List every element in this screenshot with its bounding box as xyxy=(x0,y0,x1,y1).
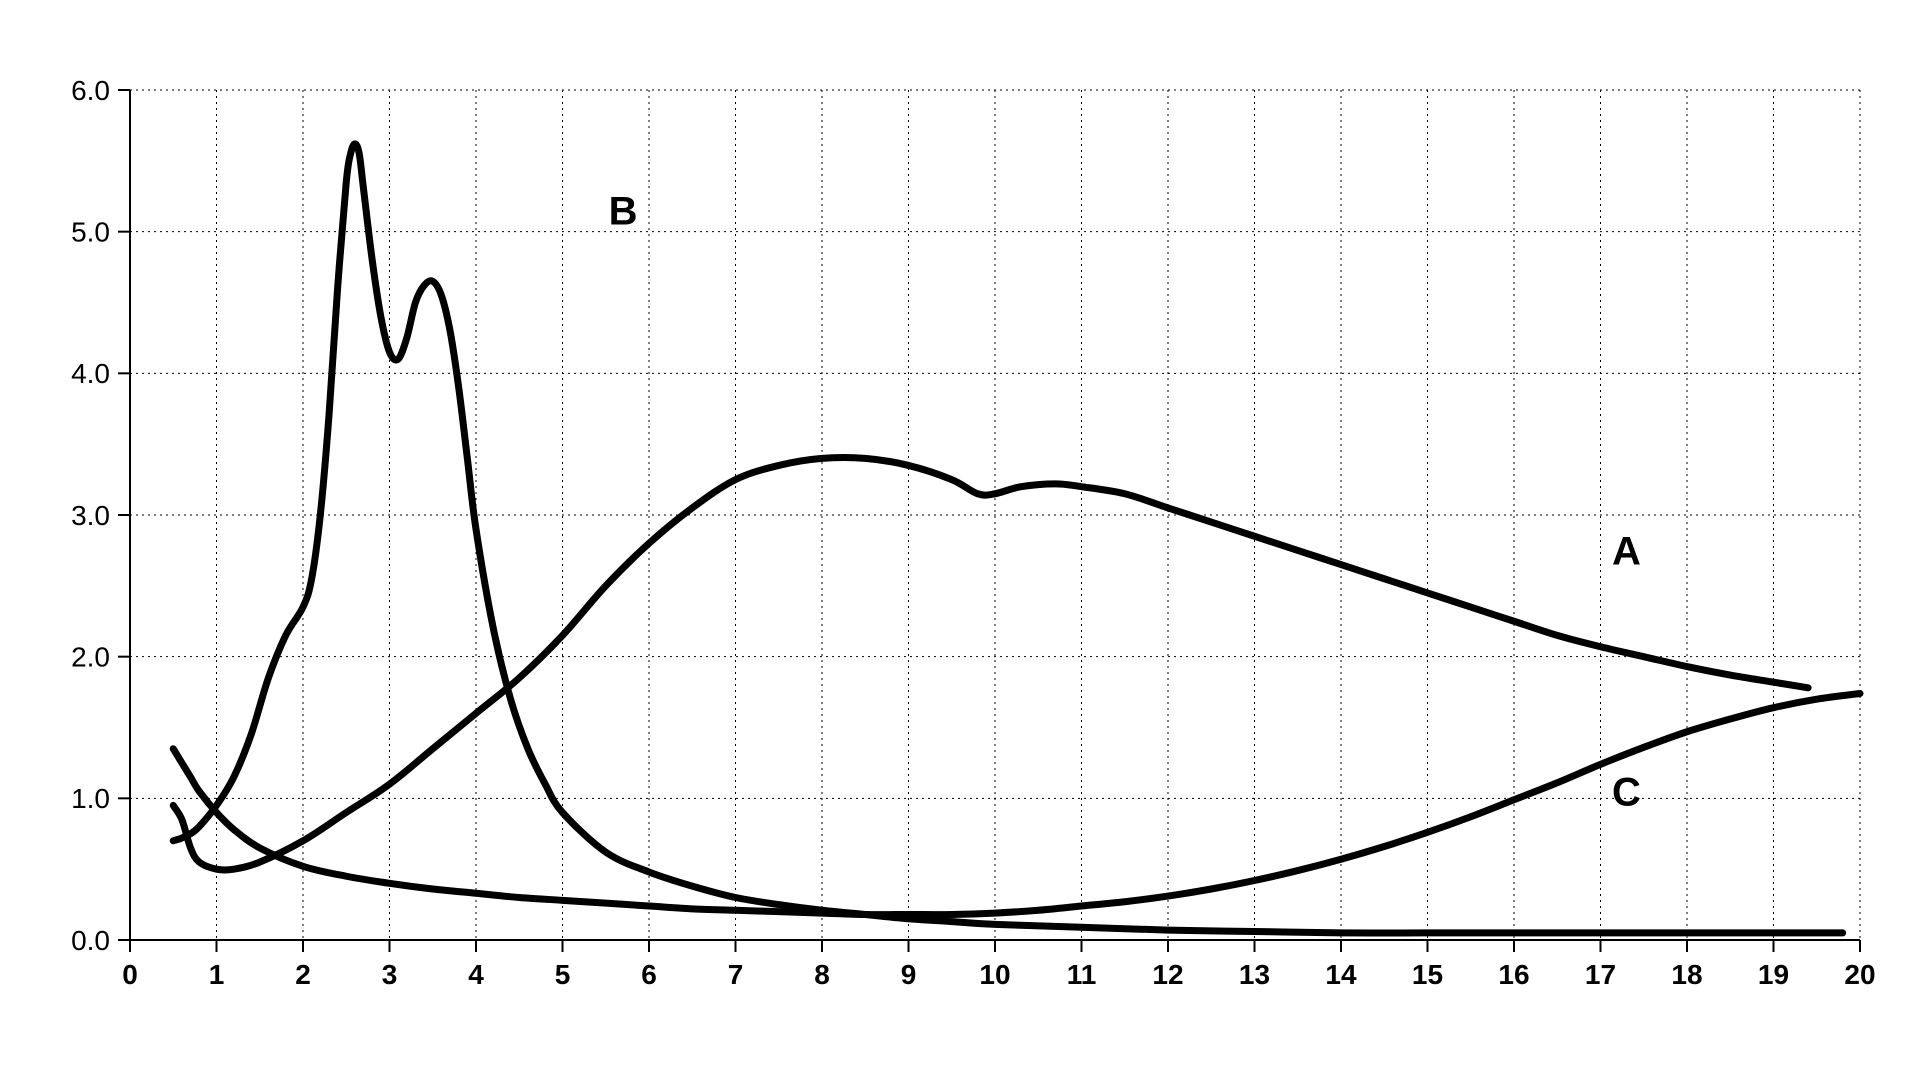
x-tick-label: 19 xyxy=(1758,959,1789,990)
x-tick-label: 2 xyxy=(295,959,311,990)
x-tick-label: 5 xyxy=(555,959,571,990)
x-tick-label: 17 xyxy=(1585,959,1616,990)
y-tick-label: 1.0 xyxy=(71,783,110,814)
series-b-label: B xyxy=(609,190,638,234)
x-tick-label: 15 xyxy=(1412,959,1443,990)
chart-container: 012345678910111213141516171819200.01.02.… xyxy=(0,0,1919,1073)
x-tick-label: 16 xyxy=(1498,959,1529,990)
y-tick-label: 6.0 xyxy=(71,75,110,106)
x-tick-label: 3 xyxy=(382,959,398,990)
x-tick-label: 4 xyxy=(468,959,484,990)
series-c-label: C xyxy=(1612,770,1641,814)
y-tick-label: 3.0 xyxy=(71,500,110,531)
x-tick-label: 0 xyxy=(122,959,138,990)
line-chart: 012345678910111213141516171819200.01.02.… xyxy=(0,0,1919,1073)
x-tick-label: 6 xyxy=(641,959,657,990)
x-tick-label: 20 xyxy=(1844,959,1875,990)
y-tick-label: 2.0 xyxy=(71,641,110,672)
x-tick-label: 8 xyxy=(814,959,830,990)
y-tick-label: 5.0 xyxy=(71,216,110,247)
x-tick-label: 1 xyxy=(209,959,225,990)
x-tick-label: 18 xyxy=(1671,959,1702,990)
x-tick-label: 11 xyxy=(1067,959,1097,990)
series-a-label: A xyxy=(1612,530,1641,574)
x-tick-label: 14 xyxy=(1325,959,1357,990)
x-tick-label: 12 xyxy=(1152,959,1183,990)
x-tick-label: 13 xyxy=(1239,959,1270,990)
y-tick-label: 4.0 xyxy=(71,358,110,389)
y-tick-label: 0.0 xyxy=(71,925,110,956)
x-tick-label: 7 xyxy=(728,959,744,990)
x-tick-label: 9 xyxy=(901,959,917,990)
x-tick-label: 10 xyxy=(979,959,1010,990)
